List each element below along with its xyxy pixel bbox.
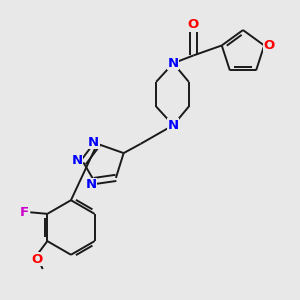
Text: N: N — [88, 136, 99, 149]
Text: O: O — [32, 253, 43, 266]
Text: N: N — [72, 154, 83, 167]
Text: N: N — [168, 57, 179, 70]
Text: F: F — [20, 206, 29, 219]
Text: O: O — [263, 39, 275, 52]
Text: N: N — [168, 119, 179, 132]
Text: O: O — [188, 18, 199, 31]
Text: N: N — [85, 178, 97, 191]
